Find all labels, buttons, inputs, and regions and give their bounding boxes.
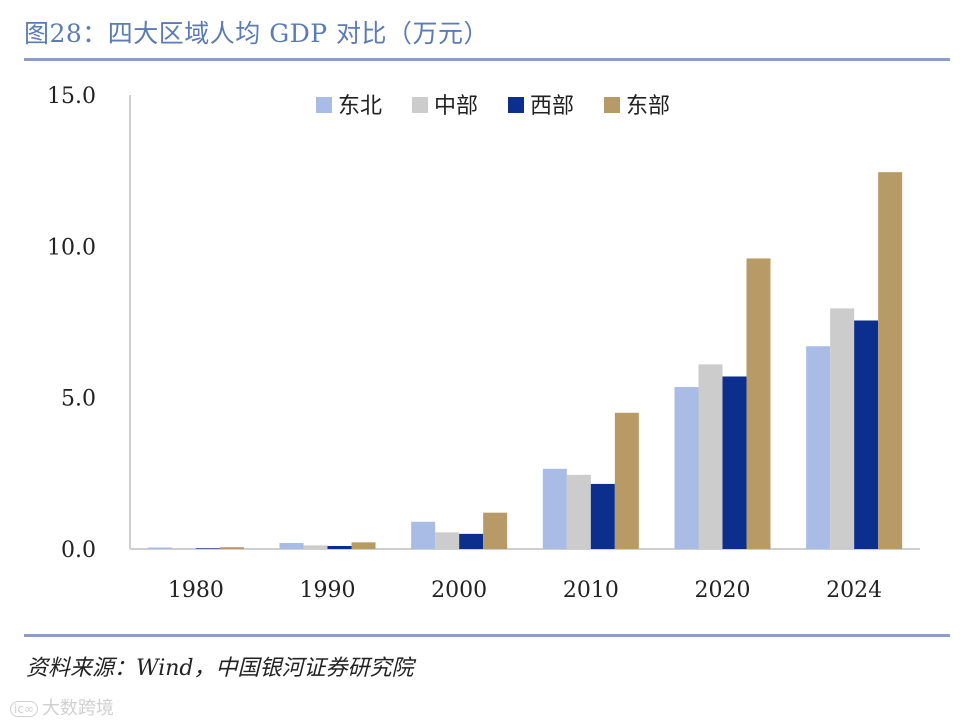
bar	[878, 172, 903, 549]
y-tick-label: 5.0	[61, 387, 96, 412]
legend-swatch	[412, 97, 428, 113]
legend-label: 中部	[434, 94, 478, 119]
y-tick-label: 10.0	[47, 235, 96, 260]
bar	[542, 468, 567, 549]
watermark-text: 大数跨境	[41, 698, 114, 719]
bar	[171, 548, 196, 549]
x-tick-label: 1980	[168, 578, 224, 603]
x-tick-label: 2010	[563, 578, 619, 603]
bar	[674, 387, 699, 549]
footer-rule	[24, 634, 950, 637]
bar-chart: 0.05.010.015.0 1980 1990 2000 2010 2020 2024 …	[47, 84, 920, 603]
bar	[147, 547, 172, 549]
bar	[566, 474, 591, 549]
legend-swatch	[508, 97, 524, 113]
bar	[411, 521, 436, 549]
bar	[590, 483, 615, 549]
legend-swatch	[604, 97, 620, 113]
bar	[722, 376, 747, 549]
bar	[327, 545, 352, 549]
bars	[147, 172, 903, 549]
bar	[219, 547, 244, 549]
bar	[854, 320, 879, 549]
x-axis: 1980 1990 2000 2010 2020 2024	[130, 548, 920, 603]
x-tick-label: 2024	[826, 578, 882, 603]
y-axis: 0.0 5.0 10.0 15.0	[47, 84, 131, 563]
bar	[806, 346, 831, 549]
legend-label: 西部	[530, 94, 574, 119]
watermark-logo: ic∞	[10, 701, 38, 717]
x-tick-label: 2000	[431, 578, 487, 603]
bar	[746, 258, 771, 549]
bar	[614, 412, 639, 549]
watermark: ic∞ 大数跨境	[10, 694, 114, 720]
bar	[459, 533, 484, 549]
bar	[195, 548, 220, 549]
legend-swatch	[316, 97, 332, 113]
bar	[351, 542, 376, 549]
bar	[483, 512, 508, 549]
legend-label: 东部	[626, 94, 670, 119]
legend: 东北 中部 西部 东部	[316, 94, 670, 119]
y-tick-label: 0.0	[61, 538, 96, 563]
y-tick-label: 15.0	[47, 84, 96, 109]
x-tick-label: 2020	[695, 578, 751, 603]
bar	[435, 532, 460, 549]
bar	[303, 545, 328, 549]
source-note: 资料来源：Wind，中国银河证券研究院	[26, 656, 414, 681]
bar	[279, 542, 304, 549]
legend-label: 东北	[338, 94, 382, 119]
chart-title: 图28：四大区域人均 GDP 对比（万元）	[24, 19, 490, 48]
x-tick-label: 1990	[300, 578, 356, 603]
bar	[698, 364, 723, 549]
title-rule	[24, 58, 950, 61]
bar	[830, 308, 855, 549]
